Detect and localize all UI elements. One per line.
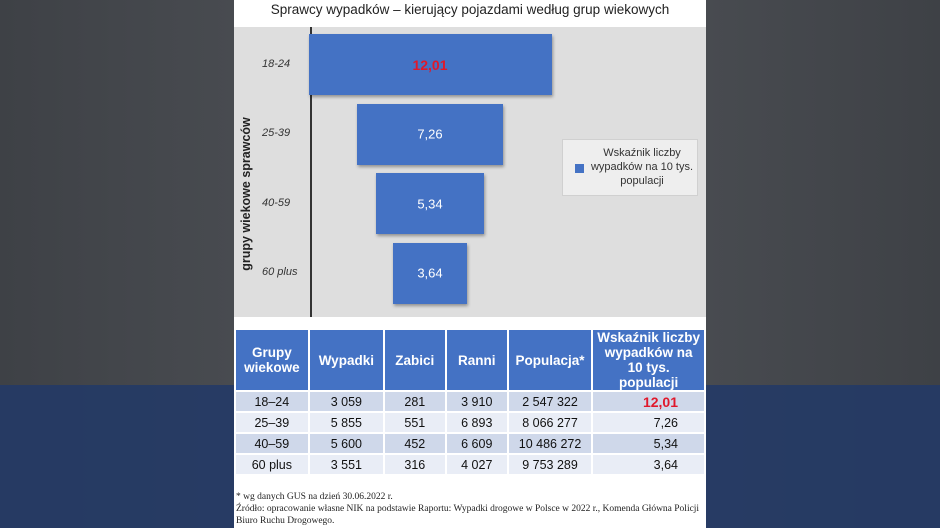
bar-value-label: 12,01 xyxy=(412,56,448,73)
table-cell: 5 600 xyxy=(309,434,383,453)
table-cell: 5 855 xyxy=(309,413,383,432)
table-cell: 316 xyxy=(384,455,445,474)
y-axis-line xyxy=(310,27,312,317)
table-cell: 2 547 322 xyxy=(508,392,592,411)
background-band-right xyxy=(706,385,940,528)
table-cell: 12,01 xyxy=(593,392,704,411)
bar-value-label: 7,26 xyxy=(417,126,443,142)
bar-40-59: 5,34 xyxy=(375,173,484,234)
table-cell: 3,64 xyxy=(593,455,704,474)
table-cell: 7,26 xyxy=(593,413,704,432)
table-header-cell: Populacja* xyxy=(508,330,592,390)
table-cell: 3 059 xyxy=(309,392,383,411)
table-cell: 6 893 xyxy=(446,413,507,432)
table-cell: 551 xyxy=(384,413,445,432)
infographic-card: Sprawcy wypadków – kierujący pojazdami w… xyxy=(234,0,706,528)
footnote-population: * wg danych GUS na dzień 30.06.2022 r. xyxy=(236,492,393,502)
table-cell: 281 xyxy=(384,392,445,411)
bar-value-label: 5,34 xyxy=(417,196,443,211)
bar-25-39: 7,26 xyxy=(356,103,504,165)
table-row: 40–59 5 600 452 6 609 10 486 272 5,34 xyxy=(236,434,704,453)
table-header-cell: Ranni xyxy=(446,330,507,390)
table-header-cell: Grupy wiekowe xyxy=(236,330,308,390)
category-label: 25-39 xyxy=(262,127,291,139)
table-cell: 18–24 xyxy=(236,392,308,411)
background-band-left xyxy=(0,385,234,528)
table-cell: 4 027 xyxy=(446,455,507,474)
bar-value-label: 3,64 xyxy=(417,265,443,281)
table-cell: 10 486 272 xyxy=(508,434,592,453)
table-cell: 60 plus xyxy=(236,455,308,474)
table-header-cell: Wypadki xyxy=(309,330,383,390)
source-note: Źródło: opracowanie własne NIK na podsta… xyxy=(236,504,700,526)
table-row: 60 plus 3 551 316 4 027 9 753 289 3,64 xyxy=(236,455,704,474)
table-cell: 9 753 289 xyxy=(508,455,592,474)
table-row: 25–39 5 855 551 6 893 8 066 277 7,26 xyxy=(236,413,704,432)
table-cell: 6 609 xyxy=(446,434,507,453)
y-axis-label: grupy wiekowe sprawców xyxy=(239,117,253,271)
chart-plot-area: grupy wiekowe sprawców 18-24 25-39 40-59 60… xyxy=(234,27,706,317)
statistics-table: Grupy wiekowe Wypadki Zabici Ranni Populacja… xyxy=(234,328,706,476)
table-cell: 3 551 xyxy=(309,455,383,474)
chart-legend: Wskaźnik liczby wypadków na 10 tys. popu… xyxy=(562,139,698,196)
legend-label: Wskaźnik liczby wypadków na 10 tys. popu… xyxy=(590,147,694,187)
table-cell: 5,34 xyxy=(593,434,704,453)
table-header-row: Grupy wiekowe Wypadki Zabici Ranni Populacja… xyxy=(236,330,704,390)
category-label: 40-59 xyxy=(262,196,291,209)
footnotes: * wg danych GUS na dzień 30.06.2022 r. Ź… xyxy=(236,491,704,527)
chart-title: Sprawcy wypadków – kierujący pojazdami w… xyxy=(270,2,670,17)
bar-60-plus: 3,64 xyxy=(393,242,467,304)
legend-swatch xyxy=(575,164,584,173)
table-header-cell: Zabici xyxy=(384,330,445,390)
table-body: 18–24 3 059 281 3 910 2 547 322 12,01 25–39 5 8… xyxy=(236,392,704,474)
table-header-cell: Wskaźnik liczby wypadków na 10 tys. popu… xyxy=(593,330,704,390)
table-cell: 25–39 xyxy=(236,413,308,432)
category-label: 18-24 xyxy=(262,57,291,70)
category-label: 60 plus xyxy=(262,266,298,278)
table-cell: 40–59 xyxy=(236,434,308,453)
table-cell: 3 910 xyxy=(446,392,507,411)
bar-18-24: 12,01 xyxy=(308,34,552,95)
table-cell: 452 xyxy=(384,434,445,453)
table-row: 18–24 3 059 281 3 910 2 547 322 12,01 xyxy=(236,392,704,411)
table-cell: 8 066 277 xyxy=(508,413,592,432)
